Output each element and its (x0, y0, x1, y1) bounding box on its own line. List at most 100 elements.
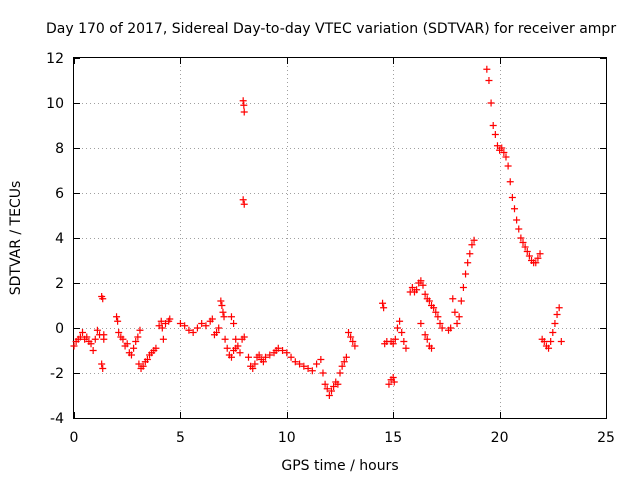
data-point (79, 329, 87, 336)
data-point (159, 335, 167, 343)
data-point (459, 284, 467, 291)
data-point (449, 295, 457, 303)
data-point (130, 344, 138, 352)
data-point (134, 333, 142, 341)
x-tick-label: 20 (491, 430, 509, 446)
y-axis-label: SDTVAR / TECUs (8, 181, 24, 296)
x-tick-label: 15 (384, 430, 402, 446)
data-point (453, 320, 461, 327)
data-point (521, 243, 529, 251)
data-point (189, 329, 197, 336)
data-point (532, 259, 540, 267)
data-point (436, 320, 444, 327)
data-point (396, 317, 404, 325)
data-point (227, 313, 235, 321)
data-point (519, 239, 527, 246)
data-point (291, 358, 299, 366)
data-point (506, 178, 514, 186)
data-point (99, 295, 107, 303)
data-point (545, 344, 553, 352)
data-point (551, 320, 559, 327)
data-point (283, 349, 291, 357)
data-point (557, 338, 565, 345)
data-point (434, 313, 442, 321)
data-point (127, 351, 135, 359)
data-point (221, 335, 229, 343)
data-point (536, 250, 544, 258)
data-point (342, 353, 350, 361)
data-point (523, 248, 531, 255)
data-point (217, 297, 225, 305)
data-point (240, 101, 248, 109)
x-tick-label: 0 (70, 430, 79, 446)
data-point (400, 338, 408, 345)
data-points (70, 65, 565, 399)
data-point (491, 131, 499, 138)
data-point (419, 281, 427, 289)
data-point (510, 205, 518, 213)
data-point (327, 387, 335, 395)
data-point (485, 77, 493, 84)
data-point (417, 277, 425, 285)
data-point (266, 351, 274, 359)
y-tick-label: -4 (50, 411, 64, 427)
data-point (323, 385, 331, 393)
data-point (413, 286, 421, 294)
data-point (498, 144, 506, 152)
data-point (251, 360, 259, 368)
data-point (432, 308, 440, 316)
data-point (123, 340, 131, 348)
data-point (218, 302, 226, 309)
data-point (421, 290, 429, 298)
data-point (389, 340, 397, 348)
data-point (540, 338, 548, 345)
y-tick-label: 4 (55, 231, 64, 247)
data-point (176, 320, 184, 327)
data-point (393, 324, 401, 332)
data-point (425, 297, 433, 305)
data-point (313, 360, 321, 368)
data-point (457, 297, 465, 305)
data-point (398, 329, 406, 336)
data-point (340, 358, 348, 366)
data-point (202, 322, 210, 330)
data-point (525, 252, 533, 260)
data-point (115, 329, 123, 336)
data-point (502, 153, 510, 161)
data-point (87, 340, 95, 348)
data-point (239, 97, 247, 105)
data-point (132, 338, 140, 345)
data-point (262, 353, 270, 361)
data-point (230, 320, 238, 327)
data-point (317, 356, 325, 363)
data-point (385, 380, 393, 388)
data-point (249, 365, 257, 372)
data-point (319, 369, 327, 377)
data-point (515, 225, 523, 233)
data-point (379, 299, 387, 307)
data-point (152, 344, 160, 352)
data-point (158, 324, 166, 332)
data-point (423, 335, 431, 343)
data-point (345, 329, 353, 336)
data-point (119, 335, 127, 343)
data-point (239, 196, 247, 204)
x-tick-label: 10 (278, 430, 296, 446)
data-point (259, 358, 267, 366)
data-point (334, 380, 342, 388)
data-point (213, 329, 221, 336)
y-tick-label: 2 (55, 276, 64, 292)
data-point (325, 392, 333, 399)
data-point (91, 335, 99, 343)
data-point (402, 344, 410, 352)
data-point (462, 270, 470, 278)
data-point (215, 324, 223, 332)
data-point (349, 338, 357, 345)
data-point (389, 374, 397, 381)
plot-frame (73, 57, 607, 419)
data-point (255, 351, 263, 359)
data-point (93, 326, 101, 334)
data-point (157, 317, 165, 325)
data-point (100, 331, 108, 339)
